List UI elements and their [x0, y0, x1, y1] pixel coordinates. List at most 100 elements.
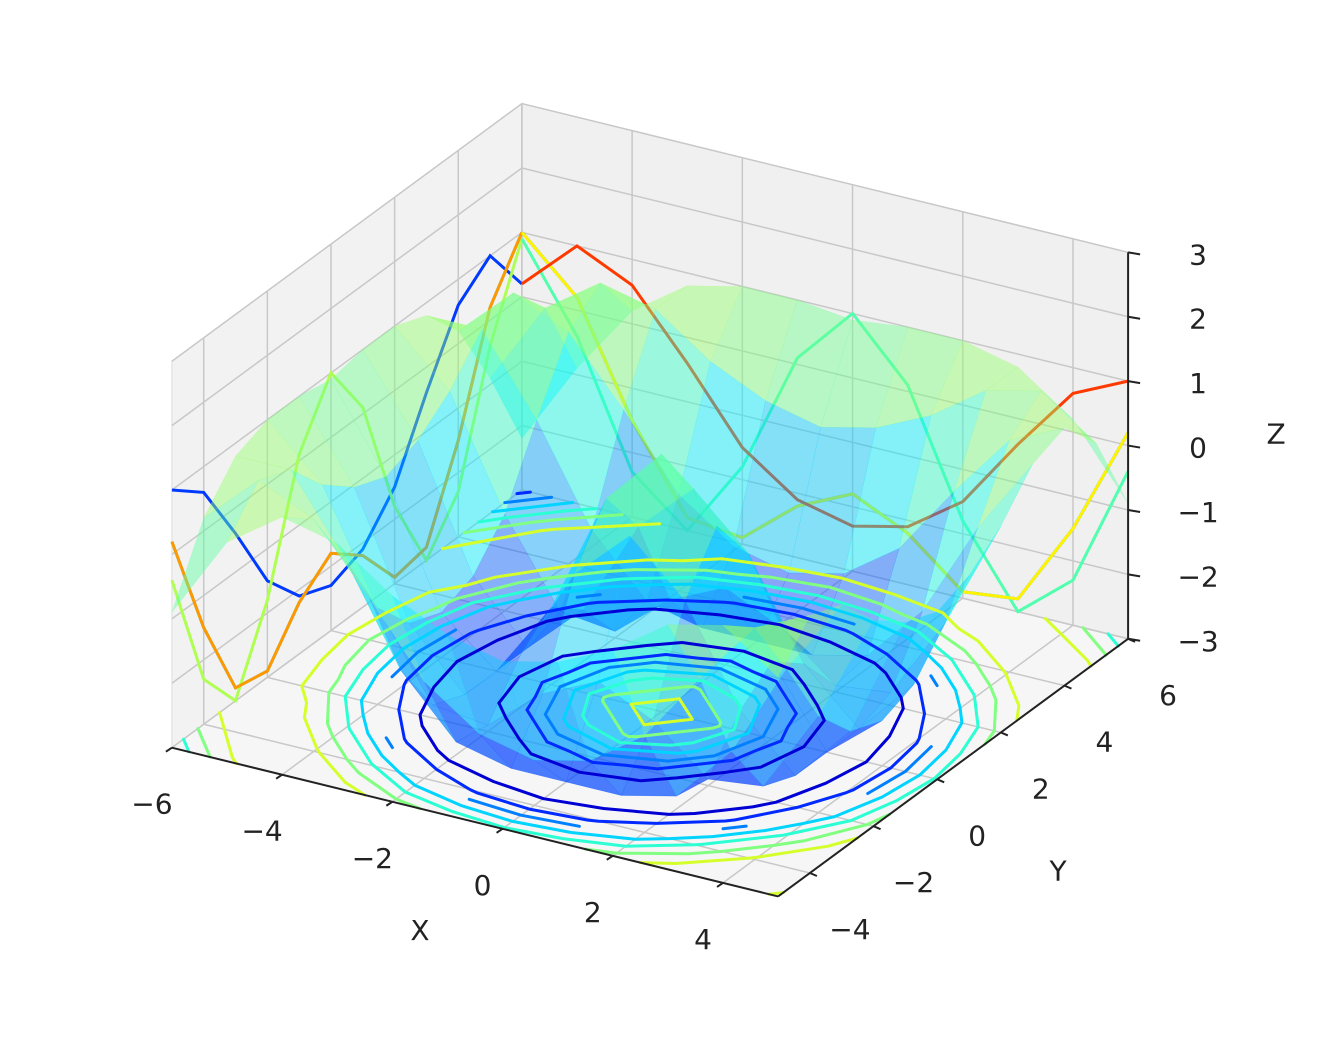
- surface-patch: [754, 604, 843, 669]
- surface-patch: [834, 610, 923, 693]
- surface-patch: [533, 760, 623, 796]
- surface-patch: [455, 692, 544, 769]
- wall-x-section: [170, 231, 524, 690]
- surface-patch: [818, 619, 906, 732]
- surface-patch: [606, 453, 694, 527]
- grid-line: [521, 102, 1129, 254]
- surface-patch: [930, 340, 1019, 416]
- surface-patch: [795, 720, 883, 776]
- z-tick-label: −3: [1177, 625, 1218, 658]
- x-tick-label: 4: [694, 923, 712, 956]
- floor-contour: [384, 495, 939, 831]
- floor-contour: [182, 507, 1120, 848]
- z-axis-label: Z: [1267, 418, 1286, 451]
- surface-patch: [322, 484, 410, 624]
- surface-patch: [600, 282, 688, 312]
- wall-y-section: [520, 238, 1130, 614]
- surface-patch: [298, 379, 387, 488]
- tick-mark: [1127, 573, 1141, 578]
- tick-mark: [936, 778, 945, 784]
- surface-patch: [898, 389, 987, 550]
- tick-mark: [1127, 444, 1141, 449]
- surface-patch: [843, 415, 932, 575]
- surface-patch: [226, 479, 315, 543]
- surface-patch: [544, 282, 633, 369]
- surface-patch: [362, 325, 451, 441]
- surface-patch: [655, 285, 743, 362]
- grid-line: [171, 360, 523, 620]
- surface-patch: [423, 681, 512, 769]
- grid-line: [171, 167, 523, 427]
- surface-patch: [479, 733, 567, 783]
- grid-line: [521, 167, 1129, 318]
- y-tick-label: 4: [1096, 726, 1114, 759]
- floor-contour: [418, 607, 905, 816]
- grid-line: [521, 231, 1129, 382]
- surface-patch: [678, 360, 766, 547]
- floor-contour: [196, 513, 1108, 856]
- surface-patch: [536, 331, 624, 531]
- surface-patch: [235, 419, 323, 486]
- x-axis-label: X: [410, 914, 429, 947]
- z-tick-label: 3: [1189, 238, 1207, 271]
- surface-patch: [496, 607, 584, 672]
- surface-patch: [281, 516, 370, 598]
- tick-mark: [165, 746, 173, 753]
- wall-y-section: [521, 244, 1129, 529]
- axis-line: [171, 746, 779, 898]
- tick-mark: [873, 825, 881, 831]
- surface-patch: [336, 543, 425, 682]
- surface-patch: [431, 655, 521, 726]
- surface-patch: [368, 597, 457, 743]
- surface-patch: [258, 469, 347, 561]
- tick-mark: [1064, 684, 1072, 690]
- surface-patch: [913, 526, 1002, 685]
- tick-mark: [1127, 251, 1141, 256]
- surface-patch: [661, 453, 749, 554]
- grid-line: [722, 624, 1074, 884]
- surface-patch: [707, 710, 796, 787]
- surface-patch: [985, 366, 1074, 420]
- surface-patch: [400, 670, 489, 743]
- axes: −6 −4 −2 0 2 4 −4 −2 0 2 4 6−3 −2 −1 0 1 2 3 X Y Z: [131, 238, 1285, 956]
- x-tick-label: −6: [131, 788, 172, 821]
- tick-mark: [1000, 731, 1009, 737]
- floor-contours: [182, 490, 1120, 896]
- surface-patch: [267, 395, 355, 488]
- surface-patch: [527, 609, 616, 648]
- surface-patch: [780, 626, 868, 686]
- floor-contour: [359, 501, 964, 841]
- surface-patch: [977, 427, 1066, 529]
- surface-patch: [762, 715, 851, 787]
- grid-line: [281, 516, 633, 776]
- tick-mark: [809, 872, 818, 877]
- y-tick-label: −4: [829, 913, 870, 946]
- surface-patch: [568, 282, 656, 411]
- surface-patch: [953, 390, 1042, 492]
- surface-patch: [353, 476, 442, 624]
- surface-patch: [481, 292, 569, 421]
- surface-patch: [289, 469, 378, 608]
- surface-patch: [385, 439, 474, 613]
- surface-patch: [858, 622, 946, 729]
- surface-patch: [394, 315, 482, 392]
- tick-mark: [1127, 637, 1141, 642]
- z-tick-label: −1: [1177, 496, 1218, 529]
- grid-line: [171, 102, 523, 362]
- surface-patch: [875, 326, 964, 429]
- surface-patch: [945, 464, 1033, 623]
- y-axis-label: Y: [1049, 855, 1068, 888]
- floor-contour: [218, 522, 1093, 896]
- surface-patch: [820, 319, 909, 429]
- x-tick-label: −4: [241, 815, 282, 848]
- surface-patch: [803, 663, 892, 730]
- tick-mark: [1127, 315, 1141, 320]
- grid-line: [521, 360, 1129, 511]
- surface-patch: [449, 328, 537, 515]
- y-tick-label: 6: [1159, 679, 1177, 712]
- surface-patch: [330, 349, 419, 478]
- surface-patch: [313, 519, 402, 671]
- x-tick-label: −2: [352, 842, 393, 875]
- y-tick-label: 0: [968, 819, 986, 852]
